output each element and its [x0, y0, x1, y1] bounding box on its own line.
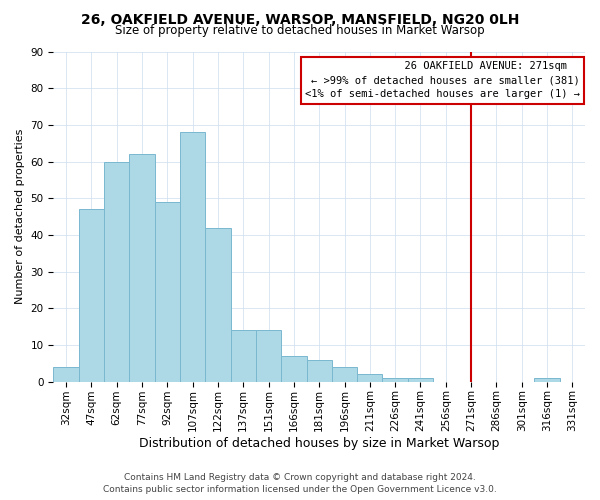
X-axis label: Distribution of detached houses by size in Market Warsop: Distribution of detached houses by size …: [139, 437, 499, 450]
Bar: [332, 367, 357, 382]
Text: 26 OAKFIELD AVENUE: 271sqm  
← >99% of detached houses are smaller (381)
<1% of : 26 OAKFIELD AVENUE: 271sqm ← >99% of det…: [305, 62, 580, 100]
Bar: [408, 378, 433, 382]
Bar: [307, 360, 332, 382]
Bar: [256, 330, 281, 382]
Bar: [230, 330, 256, 382]
Y-axis label: Number of detached properties: Number of detached properties: [15, 129, 25, 304]
Bar: [180, 132, 205, 382]
Bar: [205, 228, 230, 382]
Bar: [155, 202, 180, 382]
Bar: [53, 367, 79, 382]
Bar: [357, 374, 382, 382]
Text: Size of property relative to detached houses in Market Warsop: Size of property relative to detached ho…: [115, 24, 485, 37]
Bar: [382, 378, 408, 382]
Bar: [104, 162, 130, 382]
Bar: [79, 210, 104, 382]
Bar: [535, 378, 560, 382]
Bar: [281, 356, 307, 382]
Text: Contains HM Land Registry data © Crown copyright and database right 2024.
Contai: Contains HM Land Registry data © Crown c…: [103, 473, 497, 494]
Text: 26, OAKFIELD AVENUE, WARSOP, MANSFIELD, NG20 0LH: 26, OAKFIELD AVENUE, WARSOP, MANSFIELD, …: [81, 12, 519, 26]
Bar: [130, 154, 155, 382]
